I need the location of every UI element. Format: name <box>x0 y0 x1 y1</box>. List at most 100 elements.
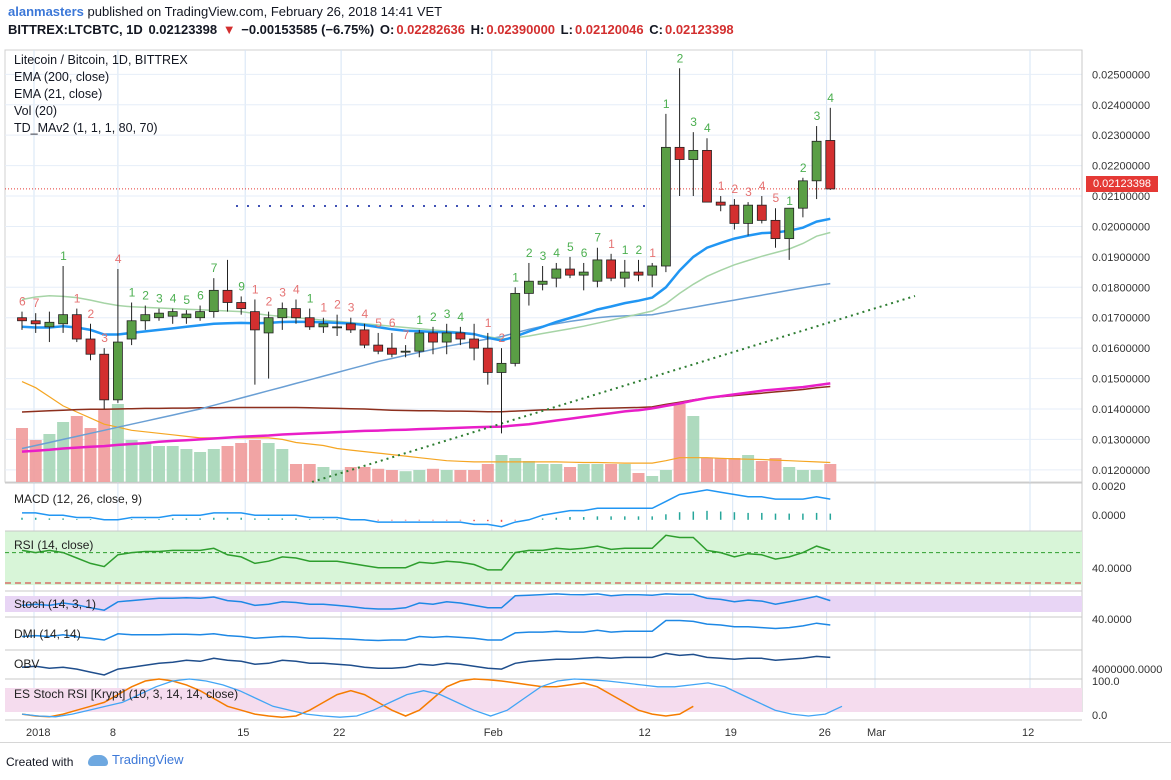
x-tick-label: 8 <box>110 727 116 739</box>
candle <box>318 323 329 328</box>
dmi-label[interactable]: DMI (14, 14) <box>14 627 81 641</box>
td-count-label: 5 <box>773 191 780 205</box>
volume-bar <box>111 404 124 482</box>
rsi-label[interactable]: RSI (14, close) <box>14 538 94 552</box>
candle <box>633 271 644 276</box>
td-count-label: 1 <box>663 97 670 111</box>
td-count-label: 3 <box>101 331 108 345</box>
td-count-label: 1 <box>60 249 67 263</box>
candle <box>743 204 753 224</box>
candle <box>798 180 808 209</box>
volume-bar <box>632 473 645 482</box>
candle <box>291 308 301 319</box>
td-count-label: 3 <box>279 286 286 300</box>
candle <box>195 311 206 319</box>
candle <box>263 317 274 334</box>
candle <box>208 289 219 313</box>
td-count-label: 6 <box>19 295 26 309</box>
td-count-label: 1 <box>718 179 725 193</box>
volume-bar <box>70 416 83 482</box>
candle <box>482 347 493 373</box>
td-count-label: 1 <box>320 301 327 315</box>
symbol-label[interactable]: BITTREX:LTCBTC, 1D <box>8 22 143 37</box>
volume-bar <box>153 446 165 482</box>
last-price: 0.02123398 <box>148 22 218 37</box>
stoch-label[interactable]: Stoch (14, 3, 1) <box>14 597 97 611</box>
tradingview-brand[interactable]: TradingView <box>88 752 184 767</box>
publish-line: alanmasters published on TradingView.com… <box>8 4 442 19</box>
td-count-label: 1 <box>252 282 259 296</box>
macd-label[interactable]: MACD (12, 26, close, 9) <box>14 492 143 506</box>
high-value: 0.02390000 <box>486 22 556 37</box>
macd-line <box>22 489 831 528</box>
volume-bar <box>495 455 508 482</box>
candle <box>44 321 55 328</box>
candle <box>222 289 233 303</box>
created-with-label: Created with <box>6 755 74 769</box>
volume-bar <box>235 443 248 482</box>
candle <box>304 317 315 328</box>
volume-bar <box>317 467 330 482</box>
price-chart[interactable]: 0.02500000 0.02400000 0.02300000 0.02200000… <box>0 44 1171 742</box>
td-count-label: 3 <box>540 249 547 263</box>
td-count-label: 6 <box>581 246 588 260</box>
td-count-label: 3 <box>444 307 451 321</box>
dmi-line <box>21 619 831 642</box>
legend-ema21[interactable]: EMA (21, close) <box>14 87 103 101</box>
legend-ema200[interactable]: EMA (200, close) <box>14 70 110 84</box>
volume-bar <box>166 446 179 482</box>
legend-title: Litecoin / Bitcoin, 1D, BITTREX <box>14 53 188 67</box>
ma-magenta-line <box>21 382 831 453</box>
td-count-label: 7 <box>211 261 218 275</box>
volume-bar <box>769 458 782 482</box>
candle <box>113 341 123 401</box>
td-count-label: 2 <box>800 161 807 175</box>
legend-td[interactable]: TD_MAv2 (1, 1, 1, 80, 70) <box>14 121 158 135</box>
ohlc-line: BITTREX:LTCBTC, 1D 0.02123398 ▼ −0.00153… <box>8 22 736 37</box>
candle <box>770 219 781 240</box>
esstoch-band <box>5 688 1082 712</box>
candle <box>661 146 671 267</box>
candle <box>441 332 452 343</box>
volume-bar <box>659 470 672 482</box>
y-tick-label: 0.02300000 <box>1092 130 1150 142</box>
candle <box>58 314 68 325</box>
low-value: 0.02120046 <box>574 22 644 37</box>
header-bar: alanmasters published on TradingView.com… <box>0 0 1171 44</box>
td-count-label: 1 <box>512 270 519 284</box>
x-tick-label: 15 <box>237 727 249 739</box>
volume-bar <box>248 440 261 482</box>
td-count-label: 1 <box>608 237 615 251</box>
td-count-label: 6 <box>389 316 396 330</box>
ma-orange-line <box>21 381 831 464</box>
volume-bar <box>824 464 837 482</box>
volume-bar <box>783 467 796 482</box>
low-label: L: <box>560 22 573 37</box>
obv-label[interactable]: OBV <box>14 657 40 671</box>
td-count-label: 2 <box>731 182 738 196</box>
last-price-tag: 0.02123398 <box>1086 176 1158 192</box>
legend: Litecoin / Bitcoin, 1D, BITTREX EMA (200… <box>14 52 188 137</box>
volume-bar <box>427 468 439 482</box>
td-count-label: 4 <box>759 179 766 193</box>
esstoch-label[interactable]: ES Stoch RSI [Krypt] (10, 3, 14, 14, clo… <box>14 687 239 701</box>
volume-bar <box>221 446 234 482</box>
y-tick-label: 0.01900000 <box>1092 252 1150 264</box>
legend-vol[interactable]: Vol (20) <box>14 104 58 118</box>
volume-bar <box>481 464 494 482</box>
candle <box>647 265 658 276</box>
td-count-label: 3 <box>814 109 821 123</box>
footer: Created with TradingView <box>0 742 1171 780</box>
publish-info: published on TradingView.com, February 2… <box>83 4 443 19</box>
y-tick-label: 0.01800000 <box>1092 282 1150 294</box>
high-label: H: <box>470 22 485 37</box>
candle <box>565 268 575 276</box>
y-tick-label: 0.02500000 <box>1092 69 1150 81</box>
y-tick-label: 0.02000000 <box>1092 221 1150 233</box>
author-link[interactable]: alanmasters <box>8 4 84 19</box>
pane-tick-label: 40.0000 <box>1092 563 1132 575</box>
candle <box>756 204 767 221</box>
close-value: 0.02123398 <box>664 22 734 37</box>
volume-bar <box>16 428 28 482</box>
td-count-label: 2 <box>499 331 506 345</box>
